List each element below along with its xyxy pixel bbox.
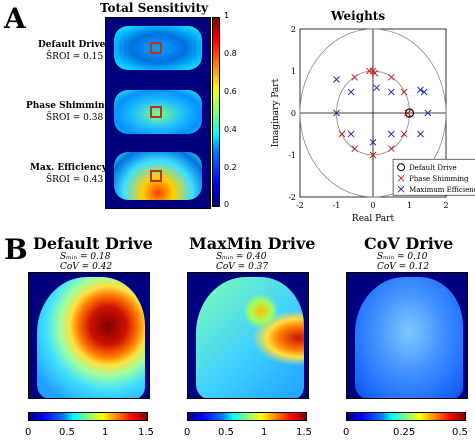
point-phase-shimming	[387, 145, 395, 153]
point-maximum-efficiency	[347, 130, 355, 138]
point-maximum-efficiency	[420, 88, 428, 96]
colorbar-tick-0.2: 0.2	[224, 163, 237, 172]
colorbar-tick-0.6: 0.6	[224, 87, 237, 96]
weights-title: Weights	[331, 9, 386, 23]
point-maximum-efficiency	[347, 88, 355, 96]
head-map-maxmin	[187, 272, 309, 399]
point-maximum-efficiency	[424, 109, 432, 117]
head-shape-default	[37, 277, 145, 398]
tick-maxmin-0: 0	[184, 427, 191, 438]
colorbar-tick-0.4: 0.4	[224, 125, 237, 134]
legend-entry: Maximum Efficiency	[409, 186, 475, 194]
tick-cov-0.5: 0.5	[452, 427, 468, 438]
point-phase-shimming	[400, 88, 408, 96]
tick-default-1: 1	[102, 427, 109, 438]
colorbar-maxmin	[187, 412, 307, 421]
ytick-label: 2	[291, 25, 296, 34]
tick-maxmin-1.5: 1.5	[296, 427, 312, 438]
xtick-label: -1	[333, 201, 341, 210]
point-phase-shimming	[404, 109, 412, 117]
colorbar-cov	[346, 412, 466, 421]
colorbar-tick-0.8: 0.8	[224, 49, 237, 58]
legend-marker	[397, 174, 405, 182]
tick-cov-0: 0	[343, 427, 350, 438]
ytick-label: -2	[288, 193, 296, 202]
map-title-cov: CoV Drive	[364, 234, 454, 253]
sensitivity-colorbar	[212, 17, 220, 207]
map-smin-cov: Sₘᵢₙ = 0.10	[377, 252, 428, 262]
roi-box-default	[150, 42, 162, 54]
point-maximum-efficiency	[387, 88, 395, 96]
point-phase-shimming	[387, 73, 395, 81]
xtick-label: 0	[370, 201, 375, 210]
colorbar-default	[28, 412, 148, 421]
tick-default-0: 0	[25, 427, 32, 438]
x-axis-label: Real Part	[352, 214, 395, 224]
point-maximum-efficiency	[333, 76, 340, 83]
ytick-label: -1	[288, 151, 296, 160]
y-axis-label: Imaginary Part	[271, 78, 281, 147]
colorbar-tick-1: 1	[224, 11, 230, 20]
legend-marker	[397, 185, 405, 193]
xtick-label: 1	[407, 201, 412, 210]
point-phase-shimming	[338, 130, 346, 138]
head-shape-maxmin	[196, 277, 304, 398]
sensitivity-map-phase	[114, 90, 202, 134]
row-metric-default: S̄ROI = 0.15	[46, 52, 104, 62]
point-phase-shimming	[369, 151, 377, 159]
tick-maxmin-1: 1	[261, 427, 268, 438]
point-default-drive	[404, 108, 415, 118]
roi-box-phase	[150, 106, 162, 118]
ytick-label: 0	[291, 109, 296, 118]
map-smin-maxmin: Sₘᵢₙ = 0.40	[216, 252, 267, 262]
map-cov-cov: CoV = 0.12	[377, 262, 430, 272]
point-phase-shimming	[400, 130, 408, 138]
weights-chart: -2 -1 0 1 2 2 1 0 -1 -2 Real Part Imaginary Part Def…	[271, 25, 475, 224]
tick-cov-0.25: 0.25	[393, 427, 416, 438]
xtick-label: -2	[296, 201, 304, 210]
map-cov-default: CoV = 0.42	[60, 262, 113, 272]
head-map-default	[28, 272, 150, 399]
map-title-maxmin: MaxMin Drive	[189, 234, 316, 253]
colorbar-tick-0: 0	[224, 200, 230, 209]
panel-letter-b: B	[4, 233, 28, 266]
legend-entry: Phase Shimming	[409, 175, 469, 183]
map-smin-default: Sₘᵢₙ = 0.18	[60, 252, 111, 262]
head-map-cov	[346, 272, 468, 399]
panel-letter-a: A	[4, 2, 26, 35]
point-maximum-efficiency	[373, 84, 381, 92]
point-maximum-efficiency	[417, 86, 424, 94]
point-phase-shimming	[351, 73, 359, 81]
tick-maxmin-0.5: 0.5	[218, 427, 234, 438]
point-maximum-efficiency	[417, 130, 424, 138]
row-label-default: Default Drive	[38, 40, 106, 50]
map-title-default: Default Drive	[33, 234, 153, 253]
roi-box-maxeff	[150, 170, 162, 182]
sensitivity-title: Total Sensitivity	[100, 1, 209, 15]
ytick-label: 1	[291, 67, 296, 76]
sensitivity-map-column	[105, 17, 211, 209]
tick-default-1.5: 1.5	[138, 427, 154, 438]
head-shape-cov	[355, 277, 463, 398]
point-maximum-efficiency	[369, 139, 377, 146]
sensitivity-map-default	[114, 26, 202, 70]
legend-entry: Default Drive	[409, 164, 457, 172]
legend-box	[392, 158, 475, 196]
point-maximum-efficiency	[333, 109, 340, 117]
map-cov-maxmin: CoV = 0.37	[216, 262, 269, 272]
tick-default-0.5: 0.5	[59, 427, 75, 438]
unit-circle-2	[299, 28, 447, 198]
xtick-label: 2	[443, 201, 448, 210]
legend-marker	[397, 163, 406, 172]
point-phase-shimming	[351, 145, 359, 153]
point-phase-shimming	[371, 69, 379, 77]
sensitivity-map-maxeff	[114, 152, 202, 200]
row-metric-phase: S̄ROI = 0.38	[46, 113, 104, 123]
row-metric-maxeff: S̄ROI = 0.43	[46, 175, 104, 185]
row-label-maxeff: Max. Efficiency	[30, 163, 107, 173]
row-label-phase: Phase Shimming	[26, 101, 111, 111]
point-maximum-efficiency	[387, 130, 395, 138]
